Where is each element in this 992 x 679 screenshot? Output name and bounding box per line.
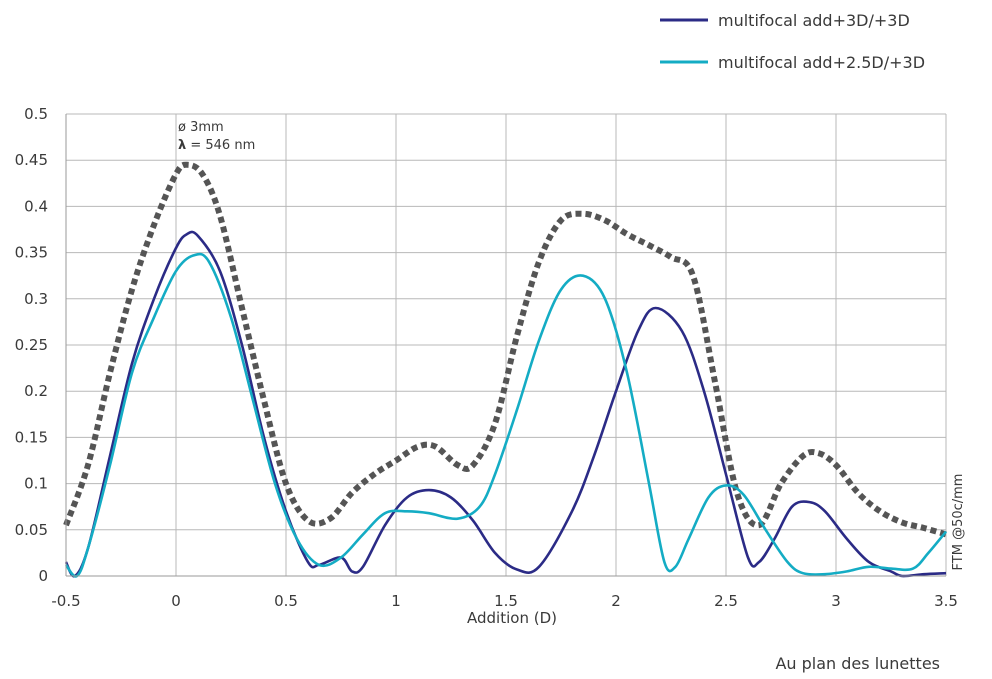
y-tick-label: 0.2 (24, 382, 48, 400)
annotation-wavelength: λ = 546 nm (178, 138, 255, 153)
series-line-2 (64, 252, 948, 578)
annotation: ø 3mm λ = 546 nm (178, 120, 255, 153)
series-layer (63, 161, 948, 578)
x-axis-title: Addition (D) (467, 609, 557, 627)
y-tick-label: 0.35 (15, 244, 48, 262)
y-axis-title: FTM @50c/mm (951, 474, 966, 571)
footer-note: Au plan des lunettes (775, 654, 940, 673)
annotation-lambda-symbol: λ (178, 138, 186, 153)
x-tick-label: -0.5 (51, 592, 80, 610)
y-tick-label: 0.25 (15, 336, 48, 354)
x-tick-label: 2 (611, 592, 621, 610)
x-tick-label: 0 (171, 592, 181, 610)
y-tick-label: 0.4 (24, 197, 48, 215)
annotation-aperture: ø 3mm (178, 120, 224, 135)
annotation-wavelength-value: = 546 nm (186, 138, 255, 153)
y-tick-label: 0 (38, 567, 48, 585)
y-tick-label: 0.3 (24, 290, 48, 308)
series-line-1 (64, 230, 947, 578)
y-tick-label: 0.45 (15, 151, 48, 169)
y-tick-label: 0.1 (24, 475, 48, 493)
legend: multifocal add+3D/+3D multifocal add+2.5… (660, 11, 925, 72)
legend-label-series-1: multifocal add+3D/+3D (718, 11, 910, 30)
axes (65, 114, 946, 577)
y-tick-label: 0.15 (15, 428, 48, 446)
x-tick-label: 2.5 (714, 592, 738, 610)
x-tick-label: 1.5 (494, 592, 518, 610)
grid (65, 113, 947, 577)
series-line-dotted (63, 161, 947, 538)
x-tick-label: 3 (831, 592, 841, 610)
tick-labels: -0.5 0 0.5 1 1.5 2 2.5 3 3.500.050.10.150.20.250… (15, 105, 958, 610)
x-tick-label: 0.5 (274, 592, 298, 610)
legend-label-series-2: multifocal add+2.5D/+3D (718, 53, 925, 72)
y-tick-label: 0.05 (15, 521, 48, 539)
x-tick-label: 3.5 (934, 592, 958, 610)
x-tick-label: 1 (391, 592, 401, 610)
y-tick-label: 0.5 (24, 105, 48, 123)
